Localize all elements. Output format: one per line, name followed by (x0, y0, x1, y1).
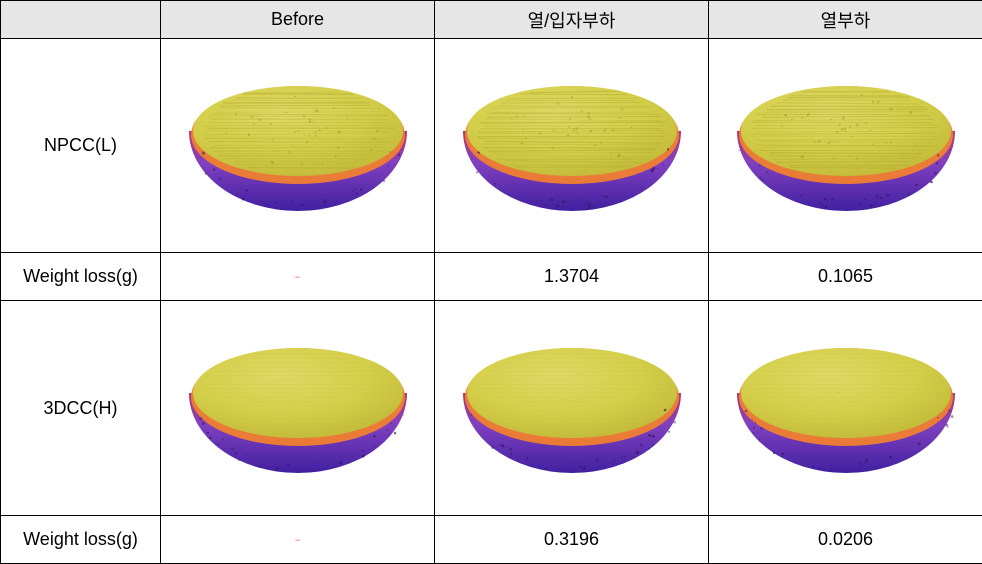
dcc-weight-label: Weight loss(g) (1, 515, 161, 563)
npcc-heat-particle-cell (435, 39, 709, 253)
dcc-before-cell (161, 301, 435, 515)
npcc-heat-cell (709, 39, 982, 253)
dcc-heat-particle-cell (435, 301, 709, 515)
dcc-label: 3DCC(H) (1, 301, 161, 515)
header-heat-particle: 열/입자부하 (435, 1, 709, 39)
dcc-heat-particle-disc (435, 301, 708, 514)
npcc-weight-before: - (161, 253, 435, 301)
npcc-before-cell (161, 39, 435, 253)
dcc-weight-row: Weight loss(g) - 0.3196 0.0206 (1, 515, 982, 563)
npcc-before-disc (161, 39, 434, 252)
dcc-heat-cell (709, 301, 982, 515)
npcc-heat-particle-disc (435, 39, 708, 252)
npcc-weight-label: Weight loss(g) (1, 253, 161, 301)
npcc-image-row: NPCC(L) (1, 39, 982, 253)
dcc-heat-disc (709, 301, 982, 514)
npcc-heat-disc (709, 39, 982, 252)
dcc-weight-col4: 0.0206 (709, 515, 982, 563)
dcc-weight-before: - (161, 515, 435, 563)
header-heat: 열부하 (709, 1, 982, 39)
header-row: Before 열/입자부하 열부하 (1, 1, 982, 39)
npcc-weight-col3: 1.3704 (435, 253, 709, 301)
comparison-table-container: Before 열/입자부하 열부하 NPCC(L) (0, 0, 982, 564)
header-before: Before (161, 1, 435, 39)
header-empty (1, 1, 161, 39)
dcc-weight-col3: 0.3196 (435, 515, 709, 563)
npcc-weight-row: Weight loss(g) - 1.3704 0.1065 (1, 253, 982, 301)
npcc-label: NPCC(L) (1, 39, 161, 253)
dcc-image-row: 3DCC(H) (1, 301, 982, 515)
dcc-before-disc (161, 301, 434, 514)
npcc-weight-col4: 0.1065 (709, 253, 982, 301)
comparison-table: Before 열/입자부하 열부하 NPCC(L) (0, 0, 982, 564)
